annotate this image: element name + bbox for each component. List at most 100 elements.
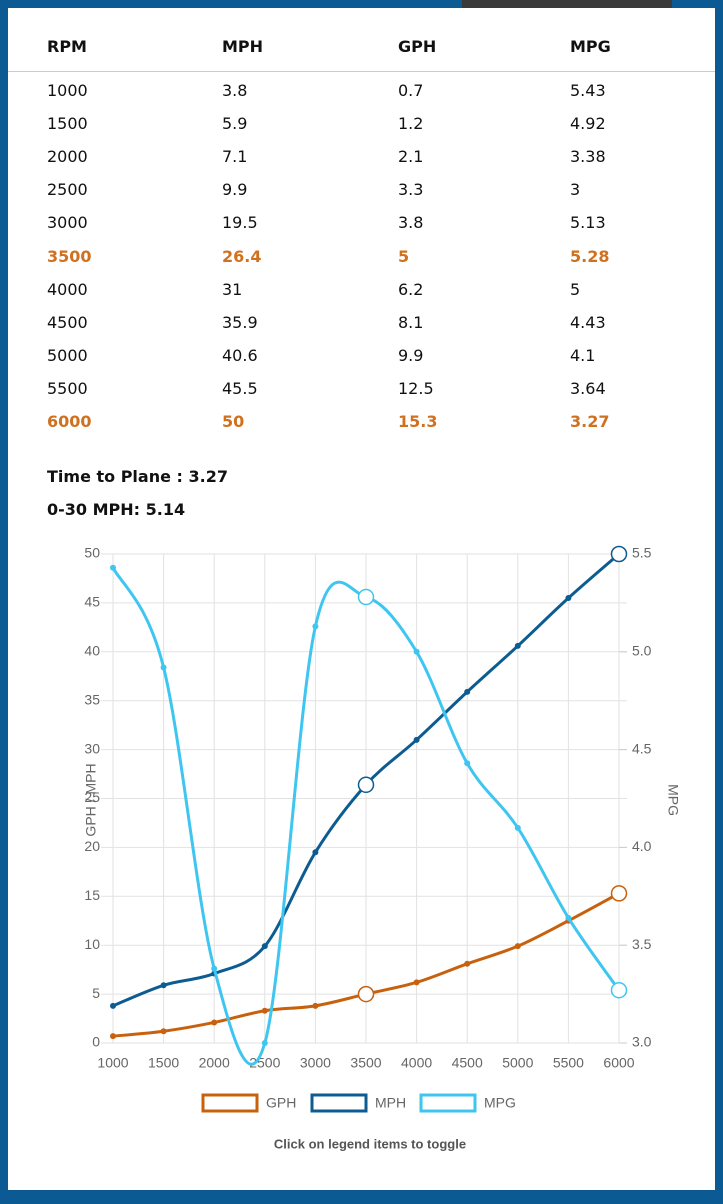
table-cell: 9.9	[222, 180, 248, 200]
table-cell: 19.5	[222, 213, 258, 233]
point	[357, 985, 375, 1003]
table-cell: 3.8	[222, 81, 248, 100]
legend-swatch	[419, 1093, 477, 1113]
point	[464, 760, 471, 767]
point	[160, 1028, 167, 1035]
legend-item[interactable]: MPH	[310, 1093, 406, 1113]
table-cell: 1.2	[398, 114, 424, 134]
x-tick-label: 2000	[199, 1055, 230, 1071]
photo	[462, 0, 672, 8]
table-cell: 5	[570, 279, 581, 299]
point	[261, 1040, 268, 1046]
point	[464, 960, 471, 967]
x-tick-label: 4000	[401, 1055, 432, 1071]
y2-tick-label: 4.5	[632, 740, 652, 756]
table-cell: 3000	[47, 213, 88, 233]
table-cell: 4000	[47, 279, 88, 299]
y-tick-label: 15	[84, 887, 100, 903]
table-cell: 3.27	[570, 412, 610, 431]
point	[565, 914, 572, 921]
table-cell: 5.28	[570, 246, 610, 266]
table-cell: MPG	[570, 37, 611, 56]
table-cell: 2000	[47, 147, 88, 167]
point	[211, 965, 218, 972]
table-cell: 3.38	[570, 147, 606, 167]
table-cell: 1500	[47, 114, 88, 134]
legend-item[interactable]: GPH	[201, 1093, 296, 1113]
table-cell: 6.2	[398, 279, 424, 299]
y2-tick-label: 3.5	[632, 936, 652, 952]
point	[413, 736, 420, 743]
table-cell: 5.9	[222, 114, 248, 134]
table-cell: 5.13	[570, 213, 606, 233]
table-cell: 5	[398, 246, 410, 266]
table-cell: 4500	[47, 312, 88, 332]
table-cell: 40.6	[222, 345, 258, 365]
legend-label: GPH	[266, 1095, 296, 1111]
y2-axis-label: MPG	[665, 784, 681, 816]
table-cell: 7.1	[222, 147, 248, 167]
table-cell: 5500	[47, 378, 88, 398]
table-cell: 50	[222, 412, 245, 431]
series	[110, 885, 628, 1040]
table-cell: 45.5	[222, 378, 258, 398]
x-tick-label: 1000	[97, 1055, 128, 1071]
point	[110, 1033, 116, 1040]
table-cell: 35.9	[222, 312, 258, 332]
table-cell: 5.43	[570, 81, 606, 100]
table-cell: 26.4	[222, 246, 262, 266]
x-tick-label: 1500	[148, 1055, 179, 1071]
header-rule	[8, 71, 715, 72]
table-cell: 1000	[47, 81, 88, 100]
note: Time to Plane : 3.27	[47, 467, 228, 486]
y-tick-label: 25	[84, 789, 100, 805]
point	[312, 849, 319, 856]
point	[160, 664, 167, 671]
y-tick-label: 45	[84, 594, 100, 610]
point	[110, 1002, 116, 1009]
point	[261, 943, 268, 950]
table-cell: 9.9	[398, 345, 424, 365]
legend-swatch	[310, 1093, 368, 1113]
legend-label: MPG	[484, 1095, 516, 1111]
legend-swatch	[201, 1093, 259, 1113]
table-cell: 0.7	[398, 81, 424, 100]
point	[261, 1007, 268, 1014]
point	[514, 824, 521, 831]
y-tick-label: 40	[84, 643, 100, 659]
table-cell: 2500	[47, 180, 88, 200]
table-cell: 3.8	[398, 213, 424, 233]
x-tick-label: 3500	[350, 1055, 381, 1071]
y-tick-label: 10	[84, 936, 100, 952]
point	[565, 595, 572, 602]
table-cell: 3.3	[398, 180, 424, 200]
table-cell: 5000	[47, 345, 88, 365]
point	[413, 979, 420, 986]
point	[514, 943, 521, 950]
point	[312, 623, 319, 630]
table-cell: 15.3	[398, 412, 438, 431]
y-tick-label: 35	[84, 691, 100, 707]
series	[110, 564, 628, 1066]
y-tick-label: 0	[92, 1034, 100, 1050]
table-cell: 8.1	[398, 312, 424, 332]
legend-item[interactable]: MPG	[419, 1093, 516, 1113]
legend-label: MPH	[375, 1095, 406, 1111]
table-cell: GPH	[398, 37, 437, 56]
y-tick-label: 50	[84, 545, 100, 561]
point	[110, 564, 116, 571]
x-tick-label: 4500	[452, 1055, 483, 1071]
x-tick-label: 6000	[603, 1055, 634, 1071]
hint: Click on legend items to toggle	[274, 1136, 466, 1151]
table-cell: 3500	[47, 246, 92, 266]
point	[514, 642, 521, 649]
point	[160, 982, 167, 989]
x-tick-label: 5000	[502, 1055, 533, 1071]
table-cell: RPM	[47, 37, 87, 56]
y2-tick-label: 5.0	[632, 643, 652, 659]
y-tick-label: 5	[92, 985, 100, 1001]
point	[413, 648, 420, 655]
series	[110, 545, 628, 1009]
